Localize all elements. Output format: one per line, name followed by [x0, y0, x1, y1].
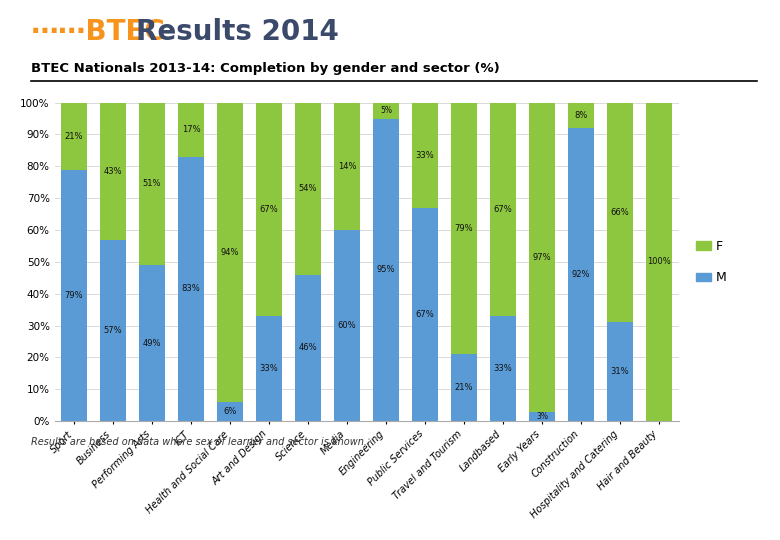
- Legend: F, M: F, M: [691, 234, 732, 289]
- Text: 21%: 21%: [65, 132, 83, 140]
- Text: BTEC Nationals 2013-14: Completion by gender and sector (%): BTEC Nationals 2013-14: Completion by ge…: [31, 62, 500, 75]
- Bar: [608, 103, 633, 322]
- Text: 6%: 6%: [223, 407, 237, 416]
- Text: 54%: 54%: [299, 184, 317, 193]
- Text: 33%: 33%: [416, 151, 434, 160]
- Text: PEARSON: PEARSON: [639, 507, 749, 525]
- Text: 33%: 33%: [260, 364, 278, 373]
- Text: 66%: 66%: [611, 208, 629, 217]
- Text: 79%: 79%: [455, 224, 473, 233]
- Bar: [296, 103, 321, 275]
- Text: 67%: 67%: [260, 205, 278, 214]
- Text: ⋯⋯BTEC: ⋯⋯BTEC: [31, 18, 166, 46]
- Text: 31%: 31%: [611, 367, 629, 376]
- Bar: [101, 103, 126, 240]
- Bar: [374, 103, 399, 118]
- Bar: [413, 208, 438, 421]
- Bar: [335, 103, 360, 230]
- Text: 79%: 79%: [65, 291, 83, 300]
- Bar: [569, 128, 594, 421]
- Bar: [257, 316, 282, 421]
- Text: 33%: 33%: [494, 364, 512, 373]
- Text: 14%: 14%: [338, 162, 356, 171]
- Text: 8%: 8%: [574, 111, 588, 120]
- Text: 67%: 67%: [416, 310, 434, 319]
- Text: 46%: 46%: [299, 343, 317, 353]
- Text: 57%: 57%: [104, 326, 122, 335]
- Text: 94%: 94%: [221, 248, 239, 257]
- Bar: [62, 170, 87, 421]
- Bar: [452, 103, 477, 354]
- Text: 49%: 49%: [143, 339, 161, 348]
- Bar: [647, 103, 672, 421]
- Bar: [257, 103, 282, 316]
- Text: 95%: 95%: [377, 265, 395, 274]
- Text: 35  BTEC Results | 2014: 35 BTEC Results | 2014: [31, 510, 164, 521]
- Bar: [530, 411, 555, 421]
- Bar: [179, 103, 204, 157]
- Bar: [608, 322, 633, 421]
- Text: 5%: 5%: [380, 106, 392, 115]
- Bar: [569, 103, 594, 128]
- Bar: [413, 103, 438, 208]
- Text: 21%: 21%: [455, 383, 473, 392]
- Bar: [218, 103, 243, 402]
- Bar: [218, 402, 243, 421]
- Text: 83%: 83%: [182, 285, 200, 293]
- Bar: [140, 103, 165, 265]
- Text: Results 2014: Results 2014: [136, 18, 339, 46]
- Text: 17%: 17%: [182, 125, 200, 134]
- Text: 43%: 43%: [104, 167, 122, 176]
- Text: 97%: 97%: [533, 253, 551, 261]
- Text: 3%: 3%: [536, 412, 548, 421]
- Bar: [179, 157, 204, 421]
- Text: 60%: 60%: [338, 321, 356, 330]
- Bar: [140, 265, 165, 421]
- Text: 67%: 67%: [494, 205, 512, 214]
- Bar: [62, 103, 87, 170]
- Bar: [530, 103, 555, 411]
- Bar: [296, 275, 321, 421]
- Text: Results are based on data where sex of learner and sector is known.: Results are based on data where sex of l…: [31, 437, 367, 447]
- Bar: [374, 118, 399, 421]
- Text: 92%: 92%: [572, 270, 590, 279]
- Bar: [101, 240, 126, 421]
- Text: 51%: 51%: [143, 179, 161, 188]
- Bar: [491, 316, 516, 421]
- Bar: [335, 230, 360, 421]
- Text: 100%: 100%: [647, 258, 671, 266]
- Bar: [491, 103, 516, 316]
- Bar: [452, 354, 477, 421]
